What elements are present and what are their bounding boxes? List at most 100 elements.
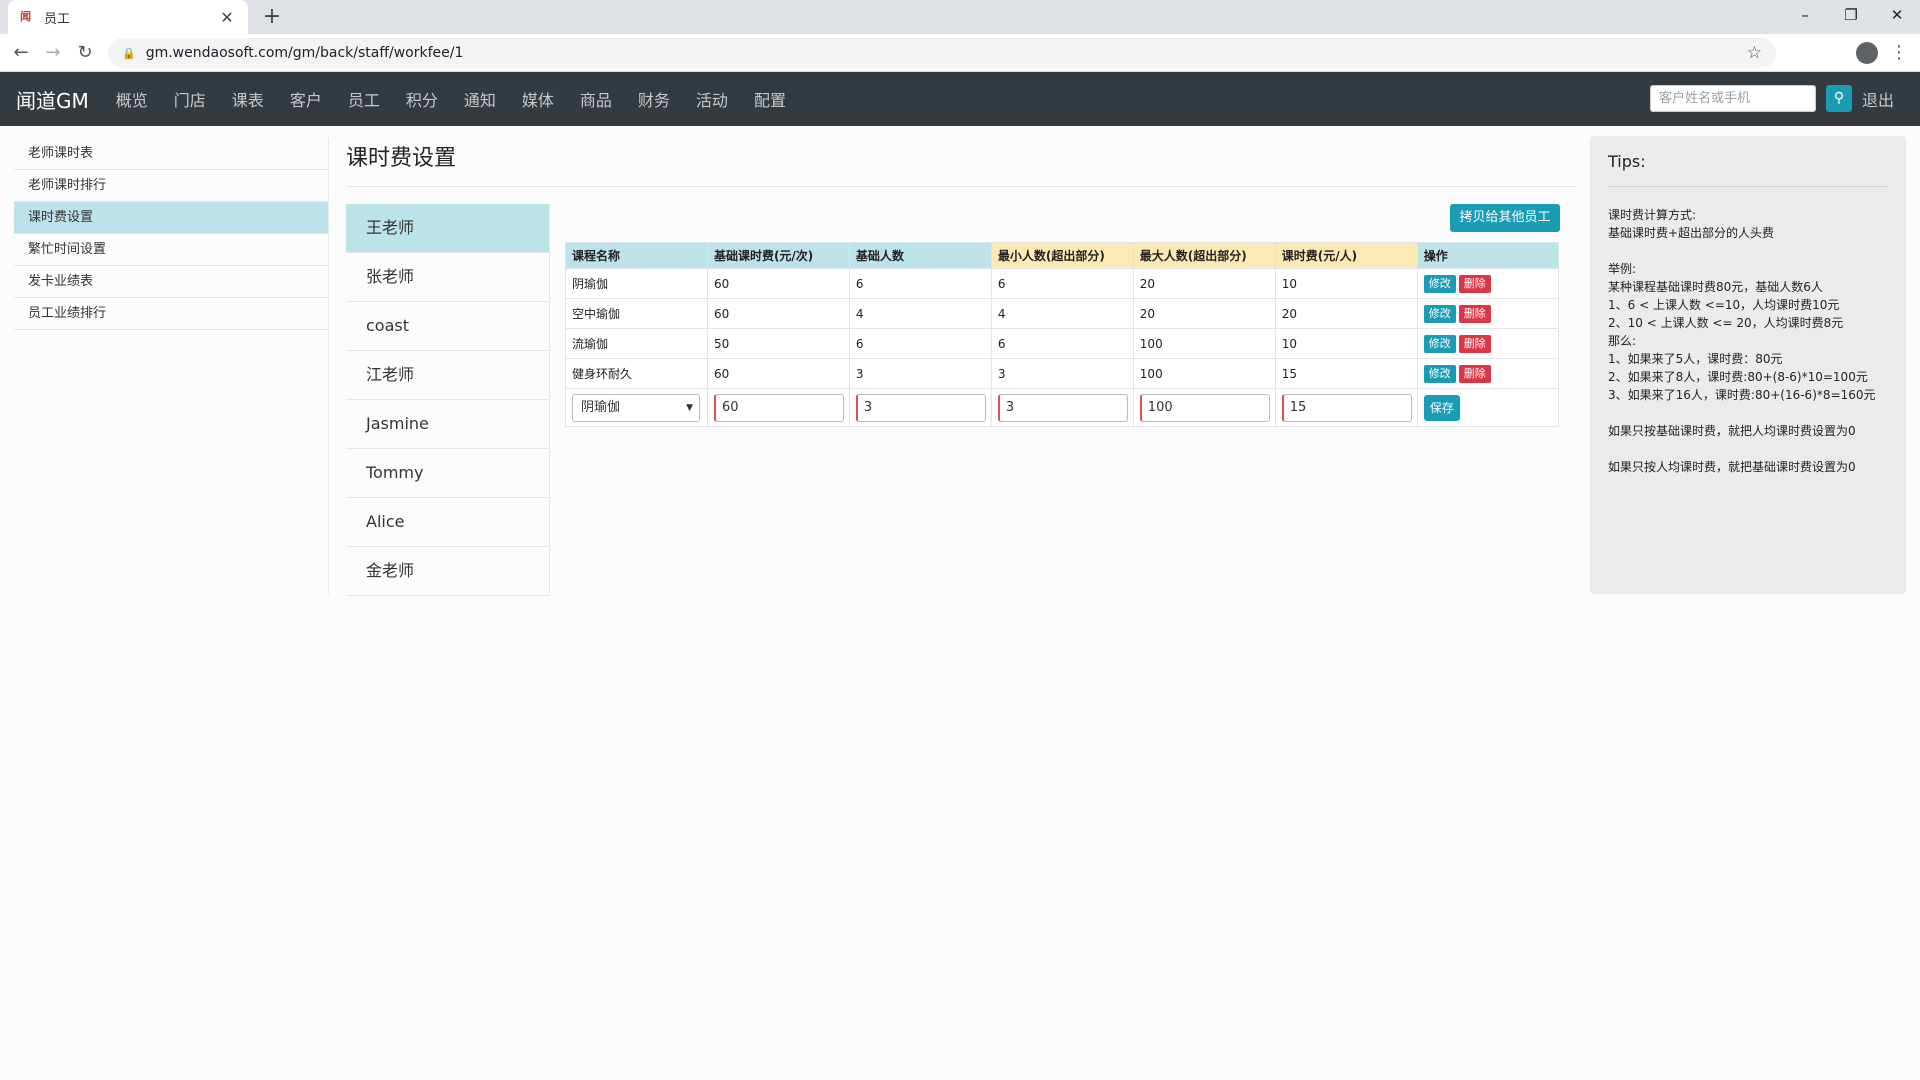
fee-per-person-input[interactable] (1281, 393, 1412, 422)
cell-base-count: 3 (848, 358, 992, 389)
tips-line: 2、10 < 上课人数 <= 20，人均课时费8元 (1608, 316, 1844, 330)
delete-button[interactable]: 删除 (1458, 364, 1491, 383)
cell-fee-per-person: 10 (1274, 268, 1418, 299)
tips-line: 如果只按人均课时费，就把基础课时费设置为0 (1608, 460, 1856, 474)
restore-icon[interactable]: ❐ (1844, 6, 1858, 24)
new-tab-icon[interactable]: + (262, 4, 282, 29)
cell-max-count: 100 (1132, 328, 1276, 359)
edit-button[interactable]: 修改 (1423, 274, 1456, 293)
delete-button[interactable]: 删除 (1458, 274, 1491, 293)
tips-line: 如果只按基础课时费，就把人均课时费设置为0 (1608, 424, 1856, 438)
search-button[interactable]: ⚲ (1826, 85, 1852, 112)
nav-item-config[interactable]: 配置 (753, 91, 786, 110)
tips-title: Tips: (1608, 152, 1646, 171)
dropdown-arrow-icon: ▼ (686, 402, 693, 413)
cell-actions: 修改 删除 (1416, 268, 1560, 299)
lock-icon[interactable]: 🔒 (122, 46, 136, 60)
nav-item-overview[interactable]: 概览 (115, 91, 148, 110)
save-button[interactable]: 保存 (1423, 394, 1460, 421)
tab-close-icon[interactable]: ✕ (220, 7, 234, 27)
cell-max-count: 20 (1132, 268, 1276, 299)
browser-tab-bar: 闻 员工 ✕ + – ❐ ✕ (0, 0, 1920, 34)
nav-item-media[interactable]: 媒体 (521, 91, 554, 110)
copy-to-other-staff-button[interactable]: 拷贝给其他员工 (1450, 204, 1560, 232)
table-header-row: 课程名称 基础课时费(元/次) 基础人数 最小人数(超出部分) 最大人数(超出部… (565, 242, 1560, 269)
nav-item-stores[interactable]: 门店 (173, 91, 206, 110)
nav-item-schedule[interactable]: 课表 (231, 91, 264, 110)
delete-button[interactable]: 删除 (1458, 334, 1491, 353)
cell-base-fee: 50 (706, 328, 850, 359)
teacher-item[interactable]: Jasmine (346, 400, 549, 449)
tips-line: 课时费计算方式: (1608, 208, 1697, 222)
sidebar: 老师课时表 老师课时排行 课时费设置 繁忙时间设置 发卡业绩表 员工业绩排行 (14, 138, 328, 330)
tips-spacer (1608, 440, 1902, 458)
course-select[interactable]: 阴瑜伽 ▼ (572, 393, 700, 422)
nav-menu: 概览 门店 课表 客户 员工 积分 通知 媒体 商品 财务 活动 配置 (103, 87, 799, 111)
nav-item-finance[interactable]: 财务 (637, 91, 670, 110)
col-actions: 操作 (1416, 242, 1560, 269)
forward-arrow-icon[interactable]: → (45, 42, 61, 63)
address-bar: ← → ↻ 🔒 gm.wendaosoft.com/gm/back/staff/… (0, 34, 1920, 72)
app-navbar: 闻道GM 概览 门店 课表 客户 员工 积分 通知 媒体 商品 财务 活动 配置… (0, 72, 1920, 126)
nav-item-staff[interactable]: 员工 (347, 91, 380, 110)
sidebar-item-teacher-hours[interactable]: 老师课时表 (14, 138, 328, 170)
min-count-input[interactable] (997, 393, 1128, 422)
nav-item-customers[interactable]: 客户 (289, 91, 322, 110)
edit-button[interactable]: 修改 (1423, 304, 1456, 323)
brand-logo[interactable]: 闻道GM (16, 88, 89, 113)
edit-button[interactable]: 修改 (1423, 364, 1456, 383)
reload-icon[interactable]: ↻ (77, 42, 93, 63)
window-controls: – ❐ ✕ (1782, 0, 1920, 34)
omnibox[interactable]: 🔒 gm.wendaosoft.com/gm/back/staff/workfe… (108, 38, 1776, 68)
sidebar-item-card-sales[interactable]: 发卡业绩表 (14, 266, 328, 298)
browser-tab[interactable]: 闻 员工 ✕ (8, 0, 248, 34)
delete-button[interactable]: 删除 (1458, 304, 1491, 323)
teacher-list: 王老师 张老师 coast 江老师 Jasmine Tommy Alice 金老… (346, 204, 550, 596)
customer-search-input[interactable] (1650, 85, 1816, 112)
back-arrow-icon[interactable]: ← (13, 42, 29, 63)
tips-line: 举例: (1608, 262, 1637, 276)
window-close-icon[interactable]: ✕ (1890, 6, 1904, 24)
sidebar-item-busy-time[interactable]: 繁忙时间设置 (14, 234, 328, 266)
sidebar-item-fee-settings[interactable]: 课时费设置 (14, 202, 328, 234)
max-count-input[interactable] (1139, 393, 1270, 422)
base-fee-input[interactable] (713, 393, 844, 422)
tips-spacer (1608, 242, 1902, 260)
teacher-item[interactable]: Alice (346, 498, 549, 547)
table-row: 流瑜伽 50 6 6 100 10 修改 删除 (565, 328, 1560, 359)
cell-base-fee: 60 (706, 268, 850, 299)
sidebar-item-staff-ranking[interactable]: 员工业绩排行 (14, 298, 328, 330)
cell-course: 健身环耐久 (565, 358, 708, 389)
col-base-count: 基础人数 (848, 242, 992, 269)
minimize-icon[interactable]: – (1801, 6, 1809, 24)
teacher-item[interactable]: coast (346, 302, 549, 351)
tips-line: 1、如果来了5人，课时费：80元 (1608, 352, 1783, 366)
teacher-item[interactable]: Tommy (346, 449, 549, 498)
bookmark-star-icon[interactable]: ☆ (1746, 43, 1762, 63)
edit-button[interactable]: 修改 (1423, 334, 1456, 353)
cell-base-fee-input (706, 388, 850, 427)
teacher-item[interactable]: 江老师 (346, 351, 549, 400)
profile-avatar-icon[interactable] (1856, 42, 1878, 64)
url-text[interactable]: gm.wendaosoft.com/gm/back/staff/workfee/… (145, 45, 464, 61)
base-count-input[interactable] (855, 393, 986, 422)
browser-menu-icon[interactable]: ⋮ (1890, 42, 1908, 63)
logout-link[interactable]: 退出 (1862, 91, 1895, 110)
nav-item-points[interactable]: 积分 (405, 91, 438, 110)
nav-item-notifications[interactable]: 通知 (463, 91, 496, 110)
cell-min-count: 6 (990, 328, 1134, 359)
cell-max-count: 20 (1132, 298, 1276, 329)
cell-base-count: 6 (848, 328, 992, 359)
cell-min-count: 3 (990, 358, 1134, 389)
cell-course: 空中瑜伽 (565, 298, 708, 329)
table-row: 空中瑜伽 60 4 4 20 20 修改 删除 (565, 298, 1560, 329)
teacher-item[interactable]: 王老师 (346, 204, 549, 253)
teacher-item[interactable]: 金老师 (346, 547, 549, 596)
col-course-name: 课程名称 (565, 242, 708, 269)
tab-title: 员工 (44, 11, 71, 27)
teacher-item[interactable]: 张老师 (346, 253, 549, 302)
nav-item-activities[interactable]: 活动 (695, 91, 728, 110)
sidebar-item-teacher-ranking[interactable]: 老师课时排行 (14, 170, 328, 202)
nav-item-products[interactable]: 商品 (579, 91, 612, 110)
cell-min-count: 4 (990, 298, 1134, 329)
